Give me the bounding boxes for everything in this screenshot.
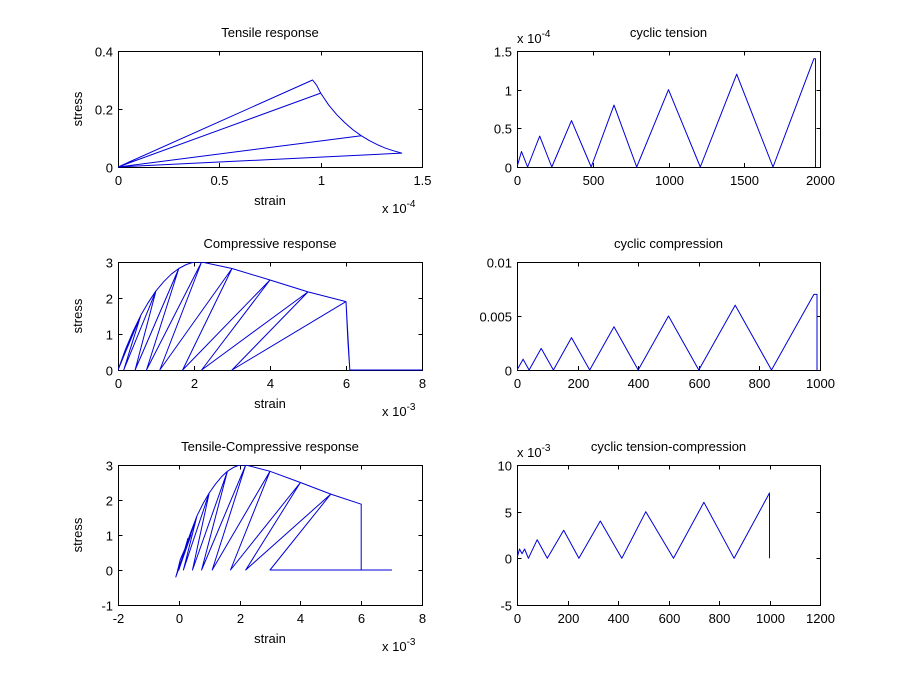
x-tick-label: 200: [568, 376, 590, 391]
subplot-title: cyclic tension-compression: [591, 439, 746, 454]
x-tick-label: 500: [583, 173, 605, 188]
x-tick-label: 2: [237, 611, 244, 626]
x-tick-label: 1000: [655, 173, 684, 188]
subplot-title: Tensile-Compressive response: [181, 439, 359, 454]
x-tick-label: 400: [628, 376, 650, 391]
y-tick-label: 0.2: [95, 103, 113, 118]
x-tick-label: 800: [749, 376, 771, 391]
x-scale-multiplier: x 10-4: [382, 199, 416, 216]
series-line: [175, 465, 393, 578]
x-tick-label: 0: [176, 611, 183, 626]
y-tick-label: 0: [106, 564, 113, 579]
x-tick-label: 600: [659, 611, 681, 626]
x-tick-label: 1: [318, 173, 325, 188]
x-tick-label: 4: [267, 376, 274, 391]
y-axis-label: stress: [70, 91, 85, 126]
series-line: [517, 293, 818, 371]
y-tick-label: 0.5: [494, 122, 512, 137]
y-tick-label: 0.005: [479, 310, 512, 325]
y-tick-label: 0.01: [487, 256, 512, 271]
y-tick-label: 10: [498, 459, 512, 474]
axes-box: [517, 465, 821, 606]
x-tick-label: 8: [419, 611, 426, 626]
x-tick-label: 2: [191, 376, 198, 391]
x-tick-label: 1.5: [413, 173, 431, 188]
y-tick-label: 0: [505, 161, 512, 176]
axes-box: [118, 465, 423, 606]
y-tick-label: 1.5: [494, 45, 512, 60]
series-line: [118, 79, 403, 168]
y-axis-label: stress: [70, 298, 85, 333]
y-tick-label: 0: [505, 364, 512, 379]
x-scale-multiplier: x 10-3: [382, 402, 416, 419]
y-tick-label: 5: [505, 506, 512, 521]
subplot-title: Compressive response: [204, 236, 337, 251]
x-scale-multiplier: x 10-3: [382, 637, 416, 654]
y-tick-label: 2: [106, 494, 113, 509]
y-tick-label: 2: [106, 292, 113, 307]
series-line: [517, 492, 770, 559]
x-tick-label: 0.5: [210, 173, 228, 188]
x-tick-label: 1000: [756, 611, 785, 626]
x-tick-label: 200: [558, 611, 580, 626]
x-axis-label: strain: [254, 396, 286, 411]
x-tick-label: 0: [514, 376, 521, 391]
y-tick-label: 3: [106, 459, 113, 474]
subplot-title: cyclic tension: [630, 25, 707, 40]
y-tick-label: -1: [101, 599, 113, 614]
y-tick-label: 1: [106, 328, 113, 343]
x-tick-label: -2: [113, 611, 125, 626]
x-tick-label: 0: [514, 173, 521, 188]
x-tick-label: 6: [343, 376, 350, 391]
x-tick-label: 0: [514, 611, 521, 626]
x-tick-label: 1000: [806, 376, 835, 391]
x-tick-label: 400: [608, 611, 630, 626]
x-tick-label: 0: [115, 376, 122, 391]
x-tick-label: 4: [297, 611, 304, 626]
x-axis-label: strain: [254, 631, 286, 646]
y-tick-label: -5: [500, 599, 512, 614]
y-tick-label: 0: [106, 161, 113, 176]
subplot-title: Tensile response: [221, 25, 319, 40]
y-tick-label: 0: [505, 552, 512, 567]
subplot-5: -2 0 2 4 6 8 -1 0 1 2 3 Tensile-Compressive respons…: [70, 439, 426, 654]
y-scale-multiplier: x 10-4: [517, 29, 551, 46]
x-tick-label: 2000: [806, 173, 835, 188]
x-tick-label: 1500: [730, 173, 759, 188]
y-scale-multiplier: x 10-3: [517, 443, 551, 460]
axes-box: [118, 262, 423, 371]
subplot-4: 0 200 400 600 800 1000 0 0.005 0.01 cyclic compre…: [479, 236, 835, 391]
axes-box: [517, 51, 821, 168]
y-tick-label: 1: [505, 84, 512, 99]
y-axis-label: stress: [70, 517, 85, 552]
y-tick-label: 3: [106, 256, 113, 271]
x-tick-label: 0: [115, 173, 122, 188]
series-line: [118, 262, 423, 371]
series-line: [517, 58, 816, 168]
x-tick-label: 600: [689, 376, 711, 391]
x-tick-label: 800: [709, 611, 731, 626]
subplot-title: cyclic compression: [614, 236, 723, 251]
y-tick-label: 1: [106, 529, 113, 544]
subplot-2: 0 500 1000 1500 2000 0 0.5 1 1.5 cyclic tension x …: [494, 25, 835, 188]
x-tick-label: 1200: [806, 611, 835, 626]
x-tick-label: 8: [419, 376, 426, 391]
x-tick-label: 6: [358, 611, 365, 626]
subplot-3: 0 2 4 6 8 0 1 2 3 Compressive response strain stres…: [70, 236, 426, 419]
x-axis-label: strain: [254, 193, 286, 208]
y-tick-label: 0: [106, 364, 113, 379]
subplot-1: 0 0.5 1 1.5 0 0.2 0.4 Tensile response strain str…: [70, 25, 432, 216]
y-tick-label: 0.4: [95, 45, 113, 60]
